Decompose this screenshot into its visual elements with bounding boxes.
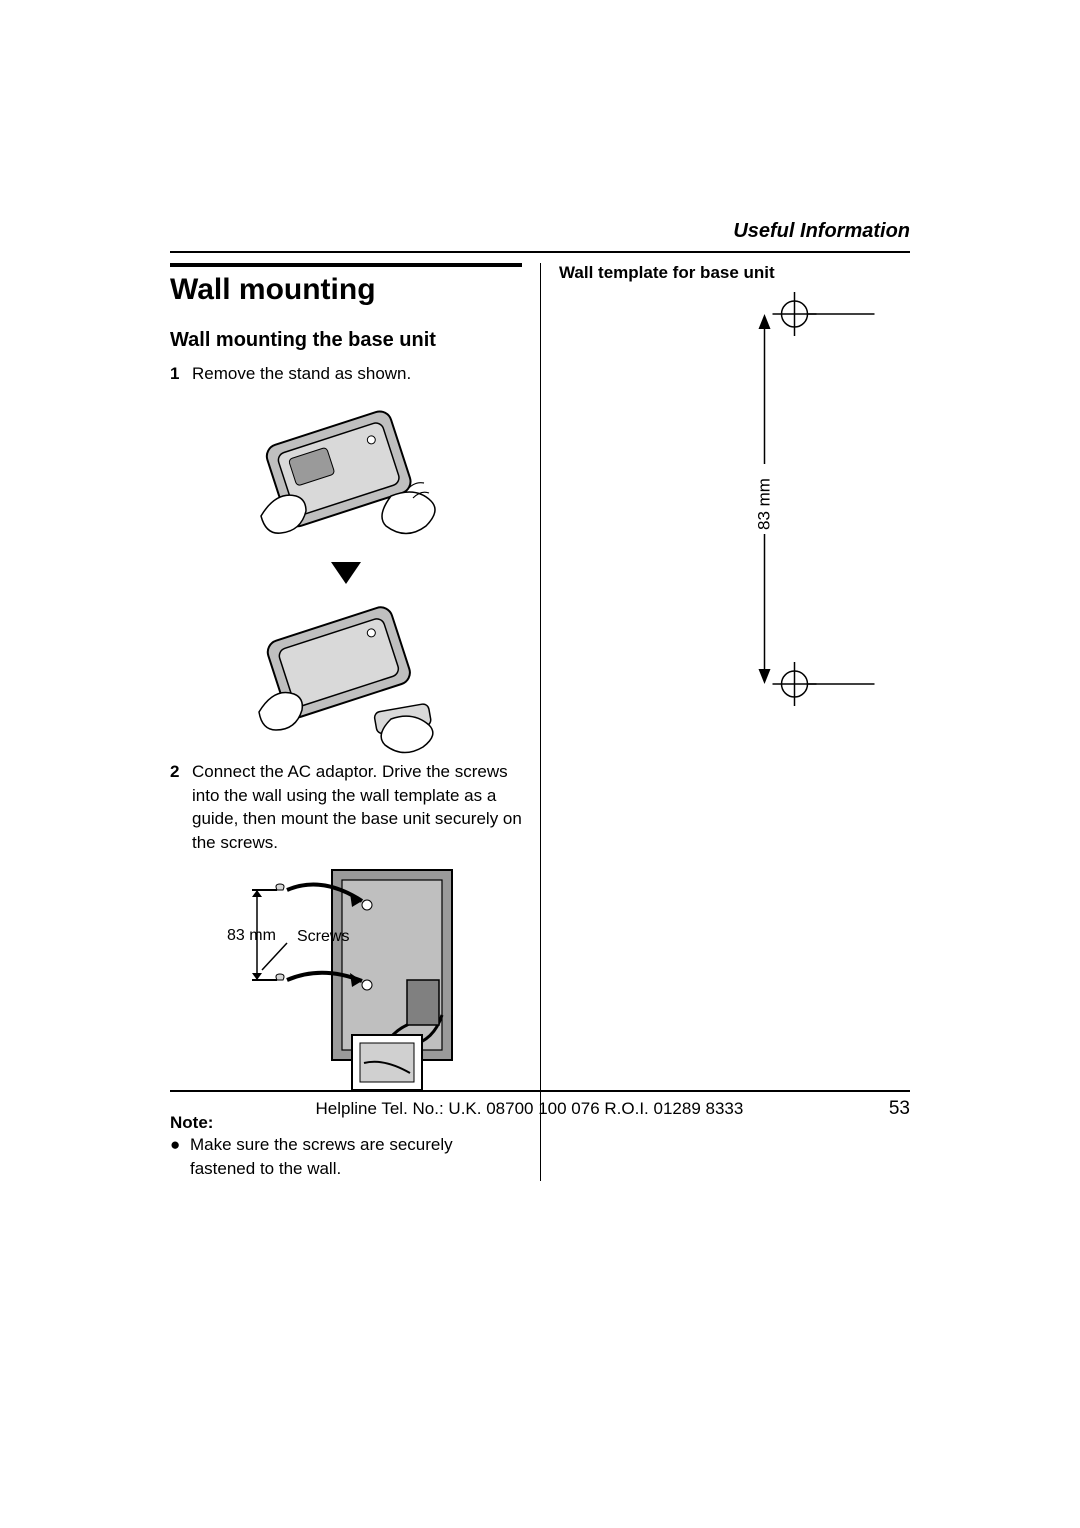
page-number: 53 xyxy=(889,1098,910,1120)
step-number: 2 xyxy=(170,760,192,855)
figure-remove-stand-1 xyxy=(170,396,522,556)
note-text: Make sure the screws are securely fasten… xyxy=(190,1133,522,1181)
wall-template: 83 mm xyxy=(559,289,910,719)
screws-label: Screws xyxy=(297,928,349,945)
header-rule xyxy=(170,251,910,253)
section-header: Useful Information xyxy=(170,220,910,247)
bullet-icon: ● xyxy=(170,1133,190,1181)
template-heading: Wall template for base unit xyxy=(559,263,910,283)
figure-remove-stand-2 xyxy=(170,594,522,754)
note-bullet: ● Make sure the screws are securely fast… xyxy=(170,1133,522,1181)
device-illo-2 xyxy=(241,594,451,754)
dim-label: 83 mm xyxy=(227,927,276,944)
footer-rule xyxy=(170,1090,910,1092)
page-title: Wall mounting xyxy=(170,273,522,307)
step-2: 2 Connect the AC adaptor. Drive the scre… xyxy=(170,760,522,855)
step-text: Remove the stand as shown. xyxy=(192,362,522,386)
columns: Wall mounting Wall mounting the base uni… xyxy=(170,263,910,1181)
wall-mount-illo: 83 mm Screws xyxy=(192,865,492,1095)
manual-page: Useful Information Wall mounting Wall mo… xyxy=(0,0,1080,1528)
page-subtitle: Wall mounting the base unit xyxy=(170,329,522,352)
device-illo-1 xyxy=(241,396,451,556)
page-footer: Helpline Tel. No.: U.K. 08700 100 076 R.… xyxy=(170,1090,910,1120)
step-text: Connect the AC adaptor. Drive the screws… xyxy=(192,760,522,855)
step-number: 1 xyxy=(170,362,192,386)
template-dim: 83 mm xyxy=(755,478,774,530)
helpline-text: Helpline Tel. No.: U.K. 08700 100 076 R.… xyxy=(316,1099,744,1119)
left-column: Wall mounting Wall mounting the base uni… xyxy=(170,263,540,1181)
step-1: 1 Remove the stand as shown. xyxy=(170,362,522,386)
right-column: Wall template for base unit xyxy=(540,263,910,1181)
figure-wall-mount: 83 mm Screws xyxy=(192,865,522,1095)
template-svg: 83 mm xyxy=(559,289,910,719)
arrow-down-icon xyxy=(170,562,522,584)
title-rule xyxy=(170,263,522,267)
